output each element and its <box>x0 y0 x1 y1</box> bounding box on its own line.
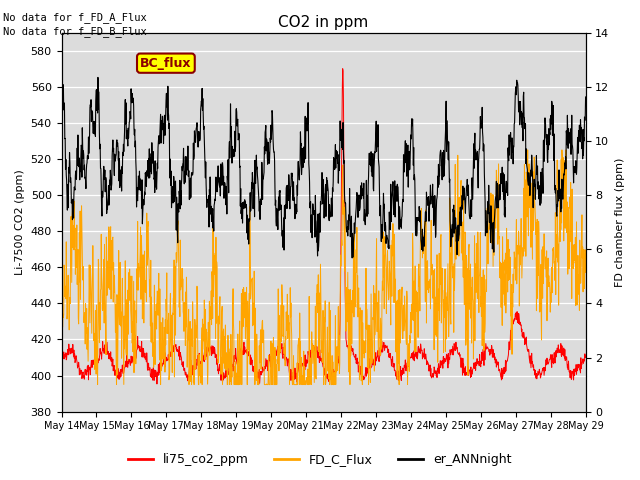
er_ANNnight <box>175 207 182 213</box>
er_ANNnight <box>520 114 528 120</box>
FD_C_Flux <box>524 147 532 153</box>
er_ANNnight <box>233 123 241 129</box>
Y-axis label: FD chamber flux (ppm): FD chamber flux (ppm) <box>615 157 625 287</box>
li75_co2_ppm <box>520 331 528 337</box>
li75_co2_ppm <box>582 353 589 359</box>
Line: FD_C_Flux: FD_C_Flux <box>61 150 586 384</box>
Text: BC_flux: BC_flux <box>140 57 191 70</box>
er_ANNnight <box>582 94 589 100</box>
li75_co2_ppm <box>58 354 65 360</box>
FD_C_Flux <box>162 342 170 348</box>
FD_C_Flux <box>233 382 241 387</box>
Line: li75_co2_ppm: li75_co2_ppm <box>61 69 586 384</box>
Text: No data for f_FD_A_Flux: No data for f_FD_A_Flux <box>3 12 147 23</box>
li75_co2_ppm <box>474 359 482 365</box>
FD_C_Flux <box>93 382 101 387</box>
Text: No data for f_FD_B_Flux: No data for f_FD_B_Flux <box>3 26 147 37</box>
er_ANNnight <box>58 71 66 76</box>
FD_C_Flux <box>520 185 527 191</box>
Line: er_ANNnight: er_ANNnight <box>61 73 586 258</box>
li75_co2_ppm <box>175 348 182 353</box>
er_ANNnight <box>474 172 482 178</box>
Legend: li75_co2_ppm, FD_C_Flux, er_ANNnight: li75_co2_ppm, FD_C_Flux, er_ANNnight <box>124 448 516 471</box>
FD_C_Flux <box>474 296 481 301</box>
li75_co2_ppm <box>233 361 241 367</box>
FD_C_Flux <box>582 269 589 275</box>
li75_co2_ppm <box>339 66 346 72</box>
li75_co2_ppm <box>162 357 170 363</box>
er_ANNnight <box>406 148 413 154</box>
er_ANNnight <box>348 255 356 261</box>
FD_C_Flux <box>175 242 182 248</box>
er_ANNnight <box>162 112 170 118</box>
FD_C_Flux <box>58 311 65 316</box>
er_ANNnight <box>58 89 65 95</box>
FD_C_Flux <box>405 341 413 347</box>
li75_co2_ppm <box>406 354 413 360</box>
Title: CO2 in ppm: CO2 in ppm <box>278 15 369 30</box>
Y-axis label: Li-7500 CO2 (ppm): Li-7500 CO2 (ppm) <box>15 169 25 275</box>
li75_co2_ppm <box>153 381 161 387</box>
